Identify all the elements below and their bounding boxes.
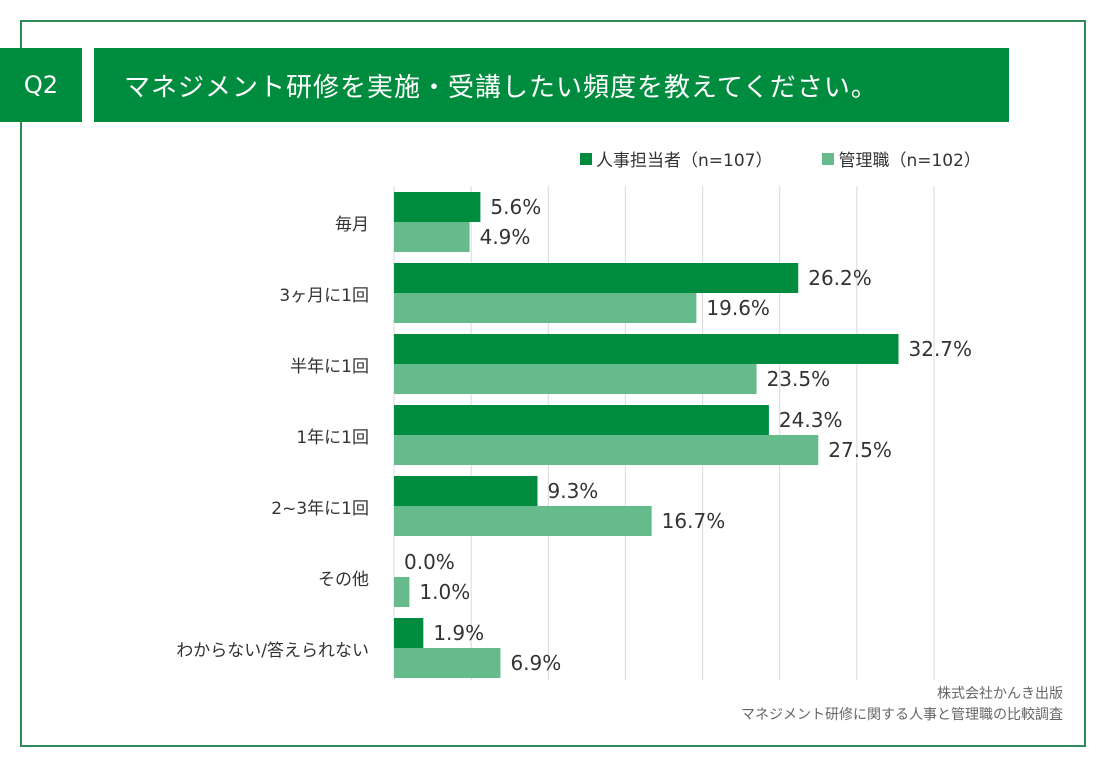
legend: 人事担当者（n=107） 管理職（n=102） bbox=[580, 146, 981, 171]
bar-manager bbox=[394, 648, 501, 678]
bar-manager bbox=[394, 506, 652, 536]
bar-manager bbox=[394, 364, 757, 394]
data-label-hr: 24.3% bbox=[779, 408, 843, 432]
bar-hr bbox=[394, 618, 424, 648]
data-label-hr: 0.0% bbox=[404, 550, 455, 574]
data-label-manager: 27.5% bbox=[828, 438, 892, 462]
data-label-manager: 1.0% bbox=[419, 580, 470, 604]
category-label: 1年に1回 bbox=[296, 428, 369, 448]
category-label: 半年に1回 bbox=[290, 357, 369, 377]
question-title: マネジメント研修を実施・受講したい頻度を教えてください。 bbox=[94, 48, 1009, 122]
bar-manager bbox=[394, 435, 819, 465]
category-label: その他 bbox=[318, 570, 369, 590]
category-label: 2~3年に1回 bbox=[271, 499, 369, 519]
bar-manager bbox=[394, 577, 410, 607]
data-label-manager: 19.6% bbox=[706, 296, 770, 320]
legend-swatch-manager bbox=[822, 152, 835, 165]
data-label-hr: 5.6% bbox=[490, 195, 541, 219]
data-label-manager: 6.9% bbox=[510, 651, 561, 675]
source-survey: マネジメント研修に関する人事と管理職の比較調査 bbox=[741, 707, 1063, 723]
data-label-manager: 16.7% bbox=[662, 509, 726, 533]
data-label-hr: 9.3% bbox=[547, 479, 598, 503]
legend-label-hr: 人事担当者（n=107） bbox=[596, 151, 773, 171]
data-label-manager: 23.5% bbox=[767, 367, 831, 391]
bar-hr bbox=[394, 405, 769, 435]
bar-manager bbox=[394, 222, 470, 252]
chart-frame bbox=[20, 20, 1086, 747]
data-label-hr: 26.2% bbox=[808, 266, 872, 290]
data-label-manager: 4.9% bbox=[480, 225, 531, 249]
source-footer: 株式会社かんき出版 マネジメント研修に関する人事と管理職の比較調査 bbox=[741, 684, 1063, 726]
legend-label-manager: 管理職（n=102） bbox=[838, 151, 981, 171]
category-label: 毎月 bbox=[335, 215, 369, 235]
legend-item-hr: 人事担当者（n=107） bbox=[580, 146, 772, 171]
category-label: 3ヶ月に1回 bbox=[279, 286, 369, 306]
bar-hr bbox=[394, 334, 899, 364]
legend-item-manager: 管理職（n=102） bbox=[822, 146, 981, 171]
bar-hr bbox=[394, 263, 799, 293]
legend-swatch-hr bbox=[580, 152, 592, 165]
bar-hr bbox=[394, 476, 538, 506]
data-label-hr: 1.9% bbox=[433, 621, 484, 645]
source-company: 株式会社かんき出版 bbox=[937, 686, 1063, 702]
data-label-hr: 32.7% bbox=[909, 337, 973, 361]
category-label: わからない/答えられない bbox=[176, 641, 369, 661]
bar-manager bbox=[394, 293, 697, 323]
question-number-badge: Q2 bbox=[0, 48, 82, 122]
bar-hr bbox=[394, 192, 481, 222]
